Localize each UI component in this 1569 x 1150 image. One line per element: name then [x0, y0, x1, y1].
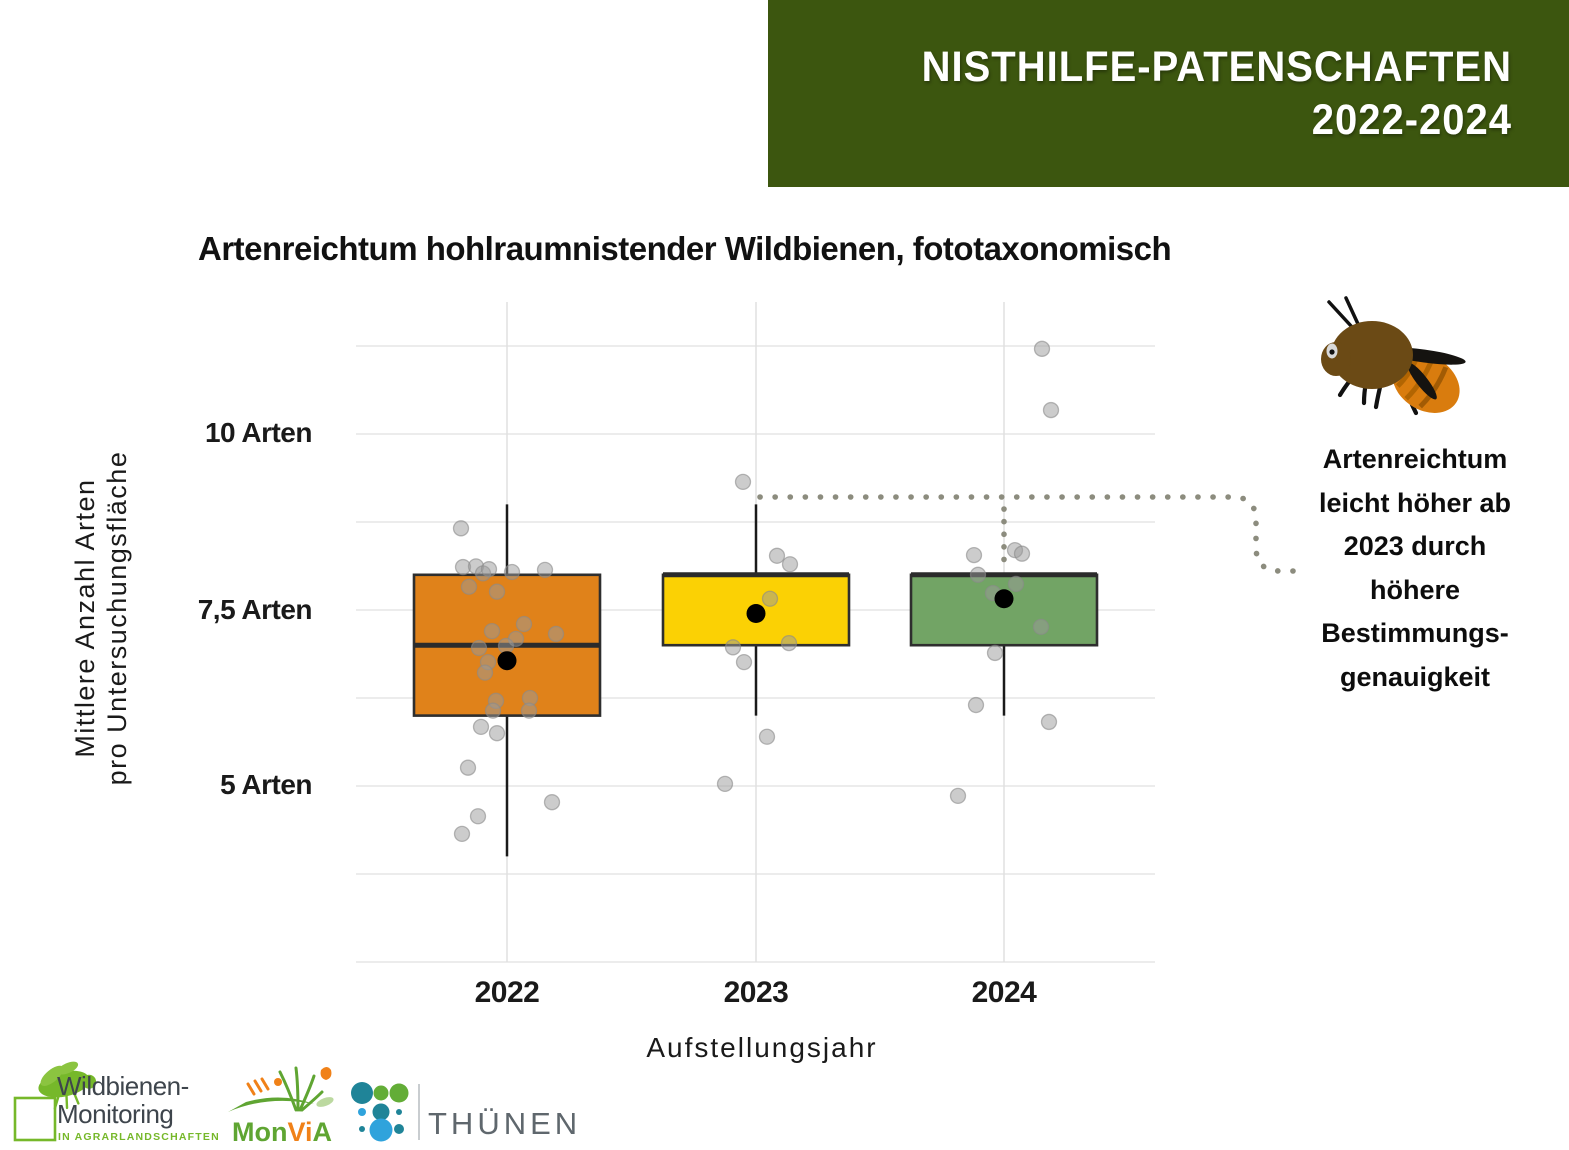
annotation-connector-elbow	[757, 494, 1296, 574]
x-tick-2023: 2023	[723, 976, 789, 1009]
thuenen-logo-text: THÜNEN	[428, 1106, 582, 1141]
bee-antennae	[1327, 296, 1360, 329]
box-2024	[909, 573, 1099, 647]
x-axis-title: Aufstellungsjahr	[646, 1032, 878, 1063]
mean-dot-2023	[746, 604, 766, 624]
mean-dot-2024	[994, 589, 1014, 609]
monvia-text-part: Mon	[231, 1117, 288, 1147]
annotation-line: höhere	[1369, 574, 1461, 605]
green-bee-icon	[38, 1061, 97, 1110]
wildbienen-logo-line2: Monitoring	[57, 1099, 174, 1129]
monvia-logo-icon	[228, 1066, 334, 1112]
y-tick-7-5-arten: 7,5 Arten	[197, 594, 313, 625]
jitter-points-2022	[452, 520, 565, 843]
annotation-line: genauigkeit	[1339, 661, 1491, 692]
banner-title-line1: NISTHILFE-PATENSCHAFTEN	[921, 43, 1512, 90]
chart-title: Artenreichtum hohlraumnistender Wildbien…	[198, 230, 1172, 267]
y-tick-5-arten: 5 Arten	[220, 769, 312, 800]
monvia-text-part: Vi	[287, 1117, 313, 1147]
wildbienen-logo-subline: IN AGRARLANDSCHAFTEN	[58, 1131, 220, 1143]
boxplot-2024	[909, 340, 1099, 805]
bee-illustration	[1321, 296, 1466, 416]
annotation-line: 2023 durch	[1343, 531, 1487, 561]
thuenen-logo-dots	[351, 1082, 420, 1142]
mean-dot-2022	[497, 651, 517, 671]
y-tick-10-arten: 10 Arten	[204, 417, 313, 448]
boxplot-2023	[661, 473, 851, 793]
wildbienen-logo-line1: Wildbienen-	[57, 1071, 189, 1101]
wildbienen-monitoring-logo-icon	[13, 1061, 97, 1142]
banner-title-line2: 2022-2024	[1311, 96, 1512, 143]
x-tick-2022: 2022	[474, 976, 540, 1009]
annotation-line: leicht höher ab	[1318, 487, 1512, 518]
annotation-line: Bestimmungs-	[1321, 618, 1509, 648]
boxplot-2022	[412, 504, 602, 857]
annotation-line: Artenreichtum	[1322, 444, 1508, 474]
jitter-points-2023	[716, 473, 799, 793]
bee-thorax-head	[1321, 321, 1413, 389]
annotation-text: Artenreichtum leicht höher ab 2023 durch…	[1295, 438, 1535, 699]
monvia-logo-text: MonViA	[222, 1117, 342, 1148]
jitter-points-2024	[949, 340, 1060, 805]
x-tick-2024: 2024	[971, 976, 1037, 1009]
header-banner: NISTHILFE-PATENSCHAFTEN 2022-2024	[768, 0, 1569, 187]
monvia-text-part: A	[312, 1117, 333, 1147]
